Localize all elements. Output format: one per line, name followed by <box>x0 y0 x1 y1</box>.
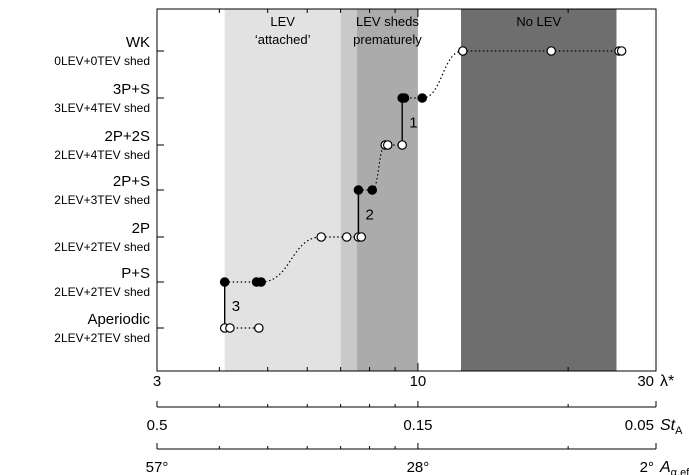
open-point <box>382 140 393 150</box>
alpha-axis-tick-label: 2° <box>640 459 654 475</box>
bottom-axes: 3 10 30 λ* 0.5 0.15 0.05 StA 57° 28° 2° Aα,eff <box>146 373 689 475</box>
mode-sublabel: 2LEV+2TEV shed <box>54 240 150 254</box>
st-axis-tick-label: 0.05 <box>625 417 654 434</box>
open-point <box>616 46 627 56</box>
mode-label: WK <box>126 34 150 51</box>
open-point <box>341 232 352 242</box>
axis-ticks <box>157 9 569 371</box>
filled-point <box>353 185 364 195</box>
mode-sublabel: 2LEV+2TEV shed <box>54 331 150 345</box>
alpha-axis-title: Aα,eff <box>659 459 689 475</box>
lambda-axis-tick-label: 30 <box>637 373 654 390</box>
band-label-text: No LEV <box>516 14 561 29</box>
filled-point <box>219 277 230 287</box>
mode-label: 2P <box>132 220 150 237</box>
mode-sublabel: 2LEV+4TEV shed <box>54 148 150 162</box>
st-axis-tick-label: 0.5 <box>147 417 168 434</box>
filled-point <box>256 277 266 287</box>
connector-label: 2 <box>365 207 373 224</box>
open-point <box>254 323 264 333</box>
data-points <box>219 46 627 333</box>
lambda-axis-tick-label: 3 <box>153 373 161 390</box>
band-label-text: ‘attached’ <box>255 32 311 47</box>
band-label-text: LEV sheds <box>356 14 419 29</box>
open-point <box>457 46 468 56</box>
band-label-text: LEV <box>270 14 295 29</box>
mode-labels: WK 0LEV+0TEV shed 3P+S 3LEV+4TEV shed 2P+2S 2… <box>54 34 150 345</box>
alpha-axis-tick-label: 57° <box>146 459 169 475</box>
filled-point <box>417 93 428 103</box>
mode-label: Aperiodic <box>87 311 150 328</box>
st-axis-title: StA <box>660 417 683 437</box>
dotted-transition <box>371 144 386 191</box>
connector-label: 1 <box>409 115 417 132</box>
mode-sublabel: 3LEV+4TEV shed <box>54 101 150 115</box>
band-transition <box>340 9 358 371</box>
open-point <box>397 140 407 150</box>
open-point <box>225 323 235 333</box>
mode-sublabel: 2LEV+2TEV shed <box>54 285 150 299</box>
lambda-axis-title: λ* <box>660 373 674 390</box>
regime-bands: LEV ‘attached’ LEV sheds prematurely No LEV <box>224 9 617 371</box>
dotted-transition <box>422 50 463 99</box>
band-label-text: prematurely <box>353 32 422 47</box>
open-point <box>546 46 557 56</box>
open-point <box>356 232 367 242</box>
mode-label: 2P+2S <box>105 128 150 145</box>
mode-sublabel: 2LEV+3TEV shed <box>54 193 150 207</box>
band-no-lev <box>461 9 617 371</box>
filled-point <box>367 185 378 195</box>
lambda-axis-tick-label: 10 <box>410 373 427 390</box>
mode-connectors: 1 2 3 <box>223 98 418 328</box>
connector-label: 3 <box>232 298 240 315</box>
mode-label: 2P+S <box>113 173 150 190</box>
mode-label: 3P+S <box>113 81 150 98</box>
mode-sublabel: 0LEV+0TEV shed <box>54 54 150 68</box>
open-point <box>316 232 327 242</box>
filled-point <box>399 93 410 103</box>
st-axis-tick-label: 0.15 <box>403 417 432 434</box>
mode-label: P+S <box>121 265 150 282</box>
band-attached <box>224 9 341 371</box>
band-sheds-prematurely <box>357 9 418 371</box>
alpha-axis-tick-label: 28° <box>407 459 430 475</box>
dotted-transition <box>261 236 322 283</box>
